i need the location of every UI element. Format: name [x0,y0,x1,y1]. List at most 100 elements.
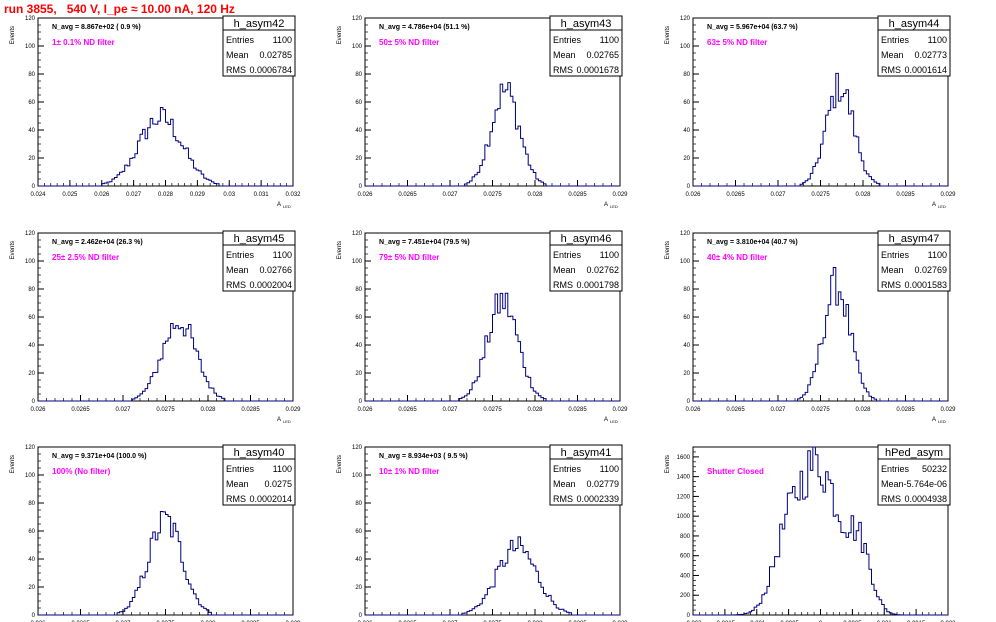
stats-box [222,15,296,77]
x-tick-label: 0.026 [685,192,701,198]
x-tick-label: 0.031 [254,192,270,198]
x-tick-label: 0.0265 [71,407,90,413]
y-tick-label: 40 [683,343,690,349]
y-tick-label: 80 [355,72,362,78]
x-axis-subscript: LED [938,204,946,209]
stats-label-rms: RMS [226,65,246,75]
stats-value-entries: 1100 [273,464,292,474]
y-axis-label: Events [10,455,16,473]
histogram-panel-h_asym42: 0 20 40 60 80 100 120 0.024 0.025 0.026 0.027 0.028… [10,15,301,209]
y-tick-label: 60 [28,529,35,535]
histogram-title: h_asym45 [234,233,285,245]
histogram-line [38,323,293,402]
y-tick-label: 0 [687,184,691,190]
y-tick-label: 0 [359,184,363,190]
stats-box [877,15,951,77]
y-tick-label: 20 [683,371,690,377]
histogram-panel-h_asym45: 0 20 40 60 80 100 120 0.026 0.0265 0.027 0.0275 0.0… [10,230,301,424]
histogram-title: hPed_asym [885,447,943,459]
stats-value-entries: 1100 [273,250,292,260]
x-tick-label: 0.0275 [483,407,502,413]
y-tick-label: 60 [355,100,362,106]
x-axis-label: A [277,417,281,423]
histogram-line [693,267,948,402]
y-tick-label: 40 [355,128,362,134]
stats-value-mean: 0.02769 [914,265,947,275]
x-tick-label: 0.029 [285,407,301,413]
x-tick-label: 0.026 [357,407,373,413]
y-tick-label: 40 [28,557,35,563]
x-tick-label: 0.029 [940,192,956,198]
filter-label: Shutter Closed [707,467,764,476]
x-tick-label: 0.0275 [156,407,175,413]
y-axis-label: Events [665,26,671,44]
histogram-panel-h_asym47: 0 20 40 60 80 100 120 0.026 0.0265 0.027 0.0275 0.0… [665,230,956,424]
histogram-line [693,446,948,616]
stats-label-mean: Mean [226,265,249,275]
y-tick-label: 100 [25,44,36,50]
y-axis-label: Events [665,241,671,259]
stats-box [549,230,623,292]
stats-label-rms: RMS [226,280,246,290]
y-tick-label: 0 [32,399,36,405]
histogram-title: h_asym43 [561,18,612,30]
stats-value-mean: 0.02785 [259,50,292,60]
y-tick-label: 120 [352,445,363,451]
stats-value-mean: 0.02773 [914,50,947,60]
stats-label-entries: Entries [226,464,255,474]
x-tick-label: 0.027 [770,192,786,198]
navg-label: N_avg = 5.967e+04 (63.7 %) [707,24,798,31]
histogram-title: h_asym40 [234,447,285,459]
navg-label: N_avg = 3.810e+04 (40.7 %) [707,239,798,246]
y-tick-label: 1000 [677,514,691,520]
y-tick-label: 1600 [677,455,691,461]
x-tick-label: 0.028 [855,192,871,198]
histogram-panel-hPed_asym: 02004006008001000120014001600-0.002-0.00… [665,444,956,622]
stats-value-rms: 0.0001678 [576,65,619,75]
x-tick-label: 0.024 [30,192,46,198]
stats-value-mean: 0.02762 [586,265,619,275]
stats-label-entries: Entries [226,250,255,260]
histogram-panel-h_asym44: 0 20 40 60 80 100 120 0.026 0.0265 0.027 0.0275 0.0… [665,15,956,209]
x-tick-label: 0.0285 [568,407,587,413]
histogram-panel-h_asym41: 0204060801001200.0260.02650.0270.02750.0… [337,444,628,622]
y-tick-label: 100 [25,259,36,265]
stats-value-rms: 0.0002339 [576,494,619,504]
y-tick-label: 60 [355,315,362,321]
y-tick-label: 80 [355,287,362,293]
y-tick-label: 1200 [677,494,691,500]
histogram-panel-h_asym46: 0 20 40 60 80 100 120 0.026 0.0265 0.027 0.0275 0.0… [337,230,628,424]
stats-value-rms: 0.0001614 [904,65,947,75]
histogram-line [365,292,620,402]
x-axis-subscript: LED [610,419,618,424]
y-tick-label: 20 [28,585,35,591]
y-tick-label: 0 [687,399,691,405]
y-tick-label: 80 [28,72,35,78]
filter-label: 50± 5% ND filter [379,38,439,47]
stats-label-mean: Mean [881,50,904,60]
y-axis-label: Events [337,26,343,44]
stats-label-entries: Entries [881,35,910,45]
y-tick-label: 80 [28,287,35,293]
histogram-line [365,82,620,187]
x-tick-label: 0.027 [442,407,458,413]
x-tick-label: 0.027 [115,407,131,413]
y-tick-label: 40 [355,557,362,563]
x-tick-label: 0.026 [357,192,373,198]
navg-label: N_avg = 2.462e+04 (26.3 %) [52,239,143,246]
x-tick-label: 0.0275 [811,407,830,413]
y-tick-label: 20 [355,585,362,591]
x-axis-subscript: LED [283,419,291,424]
stats-value-entries: 1100 [600,464,619,474]
stats-label-mean: Mean [881,265,904,275]
stats-value-rms: 0.0004938 [904,494,947,504]
x-tick-label: 0.028 [855,407,871,413]
y-tick-label: 60 [28,315,35,321]
x-tick-label: 0.026 [94,192,110,198]
stats-value-rms: 0.0002004 [249,280,292,290]
x-tick-label: 0.0285 [896,192,915,198]
x-tick-label: 0.026 [30,407,46,413]
histogram-line [38,106,293,187]
x-tick-label: 0.029 [612,192,628,198]
x-tick-label: 0.027 [126,192,142,198]
